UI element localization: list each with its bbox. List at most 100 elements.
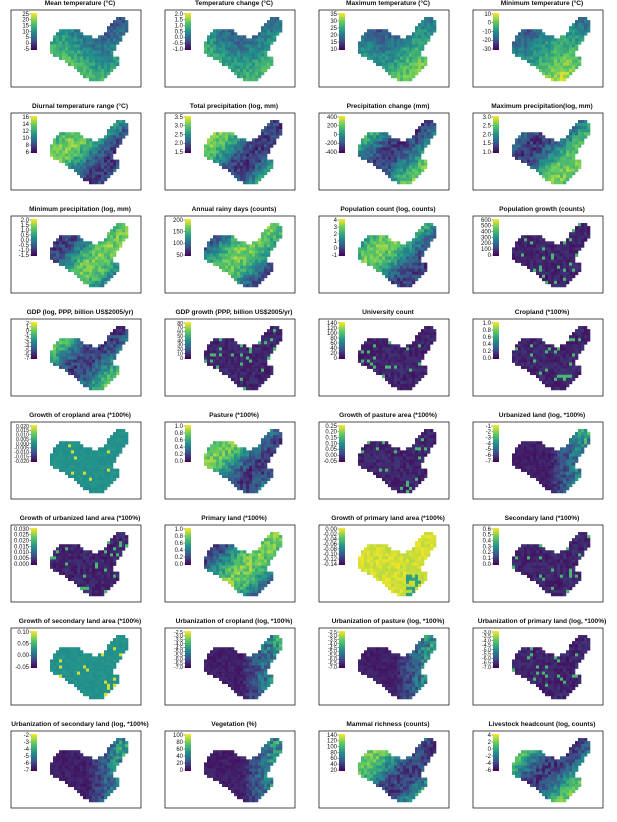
map-cell: [216, 32, 219, 35]
map-cell: [403, 281, 406, 284]
map-cell: [545, 138, 548, 141]
map-cell: [80, 60, 83, 63]
map-cell: [518, 154, 521, 157]
map-cell: [418, 135, 421, 138]
map-cell: [430, 329, 433, 332]
map-cell: [104, 353, 107, 356]
map-cell: [261, 278, 264, 281]
map-cell: [388, 253, 391, 256]
map-cell: [231, 353, 234, 356]
map-cell: [240, 247, 243, 250]
map-cell: [264, 160, 267, 163]
map-cell: [575, 32, 578, 35]
map-cell: [125, 332, 128, 335]
map-cell: [246, 347, 249, 350]
map-cell: [560, 141, 563, 144]
map-cell: [255, 266, 258, 269]
map-cell: [376, 360, 379, 363]
map-cell: [98, 387, 101, 390]
map-cell: [578, 138, 581, 141]
map-cell: [231, 269, 234, 272]
map-cell: [65, 238, 68, 241]
map-cell: [65, 147, 68, 150]
map-cell: [225, 360, 228, 363]
map-cell: [240, 141, 243, 144]
map-cell: [430, 26, 433, 29]
map-cell: [379, 63, 382, 66]
map-cell: [397, 275, 400, 278]
map-cell: [409, 275, 412, 278]
map-cell: [56, 147, 59, 150]
map-cell: [89, 241, 92, 244]
map-cell: [512, 147, 515, 150]
map-cell: [539, 344, 542, 347]
map-cell: [216, 244, 219, 247]
map-cell: [249, 347, 252, 350]
map-cell: [86, 69, 89, 72]
map-cell: [400, 169, 403, 172]
map-cell: [113, 241, 116, 244]
map-cell: [71, 341, 74, 344]
map-cell: [216, 138, 219, 141]
map-cell: [101, 378, 104, 381]
map-cell: [572, 135, 575, 138]
map-cell: [394, 35, 397, 38]
map-cell: [234, 147, 237, 150]
map-cell: [107, 175, 110, 178]
map-cell: [379, 160, 382, 163]
map-cell: [261, 275, 264, 278]
map-cell: [68, 341, 71, 344]
map-cell: [566, 47, 569, 50]
map-cell: [267, 29, 270, 32]
map-cell: [237, 60, 240, 63]
map-cell: [557, 175, 560, 178]
map-cell: [391, 163, 394, 166]
map-cell: [539, 169, 542, 172]
map-cell: [572, 132, 575, 135]
map-cell: [566, 163, 569, 166]
map-cell: [370, 347, 373, 350]
map-cell: [536, 363, 539, 366]
map-cell: [518, 253, 521, 256]
map-cell: [415, 269, 418, 272]
map-cell: [86, 41, 89, 44]
map-cell: [572, 141, 575, 144]
map-cell: [533, 157, 536, 160]
map-cell: [56, 250, 59, 253]
map-cell: [421, 63, 424, 66]
map-cell: [578, 232, 581, 235]
map-cell: [95, 363, 98, 366]
map-cell: [71, 238, 74, 241]
map-cell: [403, 66, 406, 69]
map-cell: [74, 341, 77, 344]
map-cell: [210, 141, 213, 144]
map-cell: [101, 372, 104, 375]
map-cell: [107, 32, 110, 35]
map-cell: [95, 150, 98, 153]
map-cell: [551, 272, 554, 275]
map-cell: [222, 353, 225, 356]
map-cell: [74, 250, 77, 253]
map-cell: [557, 72, 560, 75]
map-cell: [207, 360, 210, 363]
map-cell: [391, 244, 394, 247]
panel-plot: 100-10-20-30: [465, 0, 617, 101]
map-cell: [228, 235, 231, 238]
map-cell: [246, 160, 249, 163]
map-cell: [77, 38, 80, 41]
map-cell: [228, 169, 231, 172]
map-cell: [421, 253, 424, 256]
map-cell: [92, 160, 95, 163]
map-cell: [213, 138, 216, 141]
map-cell: [107, 375, 110, 378]
map-cell: [113, 144, 116, 147]
map-cell: [276, 341, 279, 344]
map-cell: [409, 366, 412, 369]
map-cell: [563, 163, 566, 166]
map-cell: [539, 69, 542, 72]
map-cell: [397, 372, 400, 375]
map-cell: [68, 54, 71, 57]
map-cell: [415, 344, 418, 347]
map-cell: [237, 263, 240, 266]
